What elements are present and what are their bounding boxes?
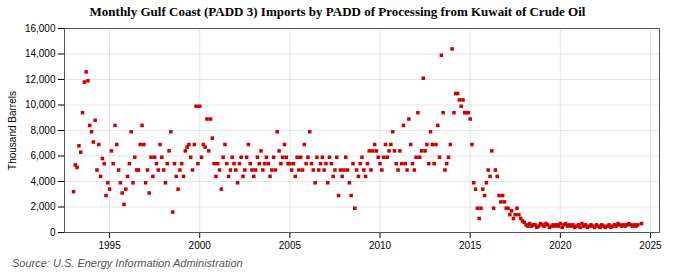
svg-text:14,000: 14,000 — [25, 48, 56, 59]
html-text:Source: U.S. Energy Informatio: Source: U.S. Energy Information Administ… — [12, 257, 243, 269]
svg-text:10,000: 10,000 — [25, 99, 56, 110]
svg-text:1995: 1995 — [98, 240, 121, 251]
svg-text:Thousand Barrels: Thousand Barrels — [7, 91, 18, 170]
svg-text:6,000: 6,000 — [30, 150, 55, 161]
svg-text:2025: 2025 — [639, 240, 662, 251]
svg-text:2020: 2020 — [549, 240, 572, 251]
svg-text:2010: 2010 — [369, 240, 392, 251]
svg-text:12,000: 12,000 — [25, 74, 56, 85]
html-text:Monthly Gulf Coast (PADD 3) Im: Monthly Gulf Coast (PADD 3) Imports by P… — [89, 4, 586, 19]
svg-text:8,000: 8,000 — [30, 125, 55, 136]
svg-text:2005: 2005 — [279, 240, 302, 251]
svg-text:2,000: 2,000 — [30, 201, 55, 212]
svg-text:2000: 2000 — [189, 240, 212, 251]
svg-text:16,000: 16,000 — [25, 23, 56, 34]
svg-text:4,000: 4,000 — [30, 176, 55, 187]
svg-text:2015: 2015 — [459, 240, 482, 251]
svg-text:0: 0 — [50, 227, 56, 238]
